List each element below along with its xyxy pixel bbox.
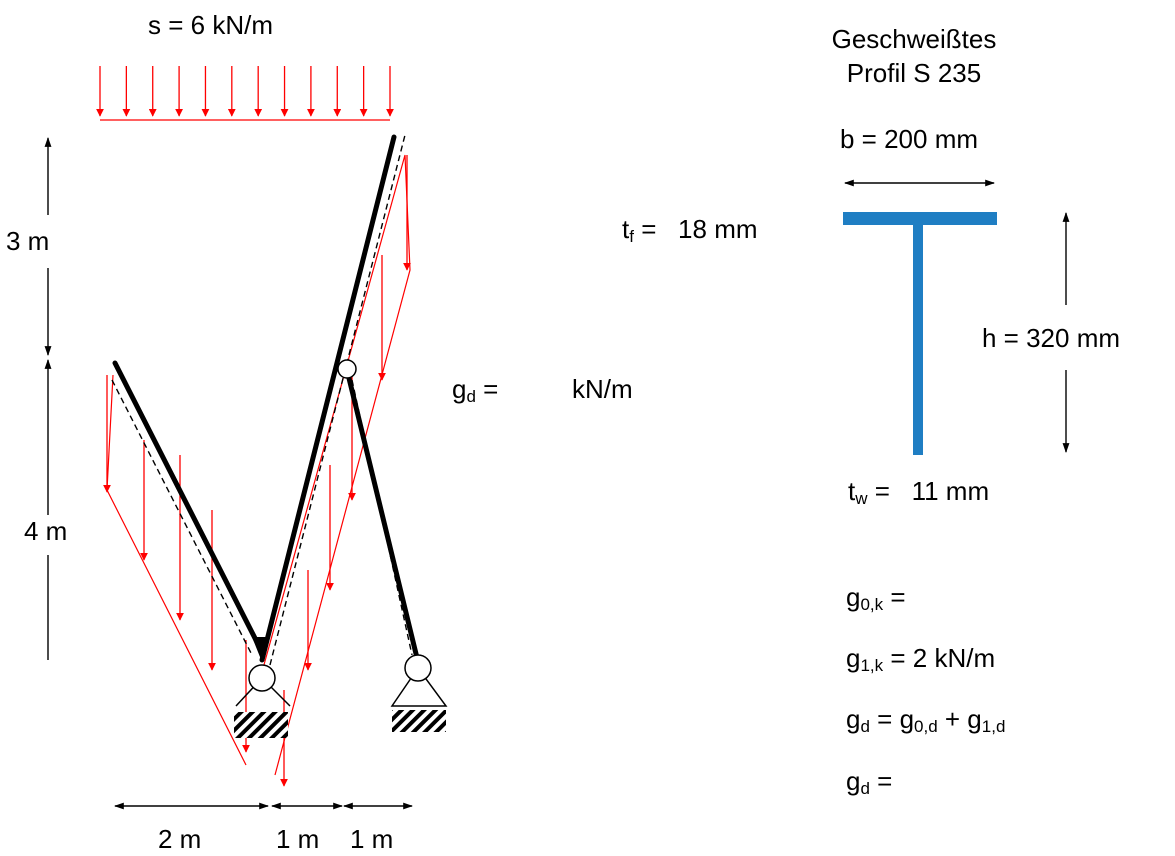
profile-b-label: b = 200 mm: [840, 124, 978, 154]
hinge-circle: [337, 359, 357, 379]
eq-g1k: g1,k = 2 kN/m: [846, 643, 995, 675]
eq-gd-sum: gd = g0,d + g1,d: [846, 704, 1005, 736]
eq-gd-final: gd =: [846, 766, 892, 798]
profile-title-2: Profil S 235: [847, 58, 981, 88]
profile-tf-label: tf = 18 mm: [622, 214, 758, 246]
dim-3m: 3 m: [6, 226, 49, 256]
gd-answer-unit: kN/m: [572, 374, 633, 404]
rigid-joint: [252, 637, 270, 662]
dim-1m-a: 1 m: [276, 824, 319, 854]
frame-deformed: [111, 134, 413, 666]
support-left: [234, 664, 291, 738]
support-right: [390, 654, 448, 732]
frame-members: [112, 134, 421, 665]
profile-web: [913, 225, 923, 455]
eq-g0k: g0,k =: [846, 582, 906, 614]
dead-load-left: [106, 374, 247, 766]
dead-load-right-arrows: [280, 155, 411, 787]
dim-1m-b: 1 m: [350, 824, 393, 854]
profile-flange: [843, 212, 997, 225]
dim-2m: 2 m: [158, 824, 201, 854]
profile-title-1: Geschweißtes: [832, 24, 997, 54]
dim-4m: 4 m: [24, 516, 67, 546]
snow-load: [96, 66, 394, 121]
t-profile-section: [843, 212, 997, 455]
profile-h-label: h = 320 mm: [982, 323, 1120, 353]
dead-load-right: [261, 154, 411, 776]
dead-load-left-arrows: [103, 375, 250, 753]
snow-load-label: s = 6 kN/m: [148, 10, 273, 40]
gd-answer-symbol: gd =: [452, 374, 498, 406]
profile-tw-label: tw = 11 mm: [848, 476, 989, 508]
